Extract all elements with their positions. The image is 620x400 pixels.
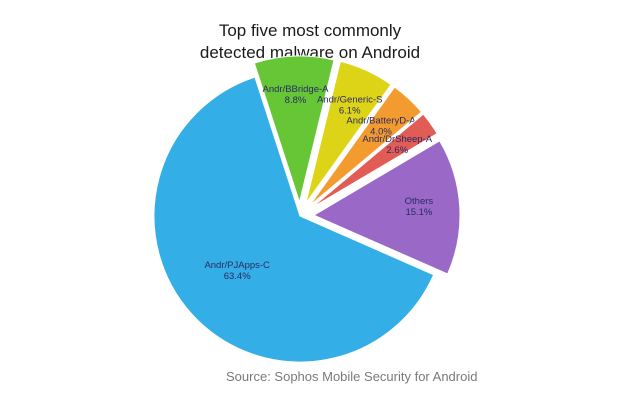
pie-slice-others [312,140,461,275]
pie-slice-andr-bbridge-a [253,55,335,204]
chart-title-line-1: Top five most commonly [218,21,402,40]
pie-slice-label-andr-drsheep-a: Andr/DrSheep-A 2.6% [362,134,432,156]
pie-slice-andr-pjapps-c [153,76,435,363]
pie-slice-label-andr-generic-s: Andr/Generic-S 6.1% [317,95,382,117]
pie-slice-label-andr-bbridge-a: Andr/BBridge-A 8.8% [263,84,330,106]
pie-slice-label-andr-batteryd-a: Andr/BatteryD-A 4.0% [346,116,416,138]
chart-source-note: Source: Sophos Mobile Security for Andro… [226,369,478,384]
pie-slice-andr-drsheep-a [311,113,438,209]
pie-slice-label-andr-pjapps-c: Andr/PJApps-C 63.4% [204,260,270,282]
chart-title: Top five most commonly detected malware … [0,20,620,64]
pie-slice-andr-generic-s [305,60,392,204]
pie-slice-label-others: Others 15.1% [405,196,434,218]
pie-slice-andr-batteryd-a [309,86,423,207]
chart-title-line-2: detected malware on Android [199,43,421,62]
